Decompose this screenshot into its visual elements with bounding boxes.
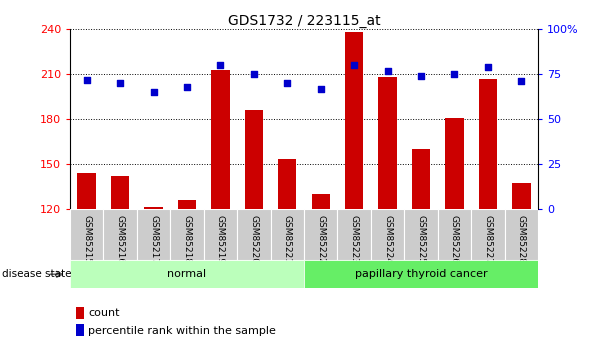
Bar — [170, 209, 204, 260]
Text: GSM85225: GSM85225 — [416, 215, 426, 264]
Bar — [144, 207, 163, 209]
Point — [416, 73, 426, 79]
Text: GSM85223: GSM85223 — [350, 215, 359, 264]
Point — [115, 80, 125, 86]
Bar — [137, 209, 170, 260]
Bar — [512, 183, 531, 209]
Bar — [244, 110, 263, 209]
Text: percentile rank within the sample: percentile rank within the sample — [88, 326, 276, 335]
Bar — [76, 324, 83, 336]
Text: GSM85222: GSM85222 — [316, 215, 325, 264]
Bar — [378, 77, 397, 209]
Text: disease state: disease state — [2, 269, 71, 279]
Bar — [404, 209, 438, 260]
Bar — [438, 209, 471, 260]
Bar — [237, 209, 271, 260]
Point — [148, 89, 158, 95]
Text: GSM85220: GSM85220 — [249, 215, 258, 264]
Bar — [505, 209, 538, 260]
Bar — [76, 307, 83, 319]
Point — [249, 71, 259, 77]
Bar — [311, 194, 330, 209]
Bar — [204, 209, 237, 260]
Point — [517, 79, 527, 84]
Point — [81, 77, 91, 82]
Text: GSM85227: GSM85227 — [483, 215, 492, 264]
Point — [282, 80, 292, 86]
Bar — [278, 159, 297, 209]
Bar — [70, 260, 304, 288]
Bar — [345, 32, 364, 209]
Bar — [77, 173, 96, 209]
Text: GSM85215: GSM85215 — [82, 215, 91, 264]
Bar — [371, 209, 404, 260]
Point — [349, 62, 359, 68]
Point — [449, 71, 460, 77]
Point — [215, 62, 225, 68]
Text: GSM85218: GSM85218 — [182, 215, 192, 264]
Bar — [445, 118, 464, 209]
Text: GSM85226: GSM85226 — [450, 215, 459, 264]
Text: papillary thyroid cancer: papillary thyroid cancer — [354, 269, 488, 279]
Text: GSM85216: GSM85216 — [116, 215, 125, 264]
Bar — [478, 79, 497, 209]
Text: GSM85224: GSM85224 — [383, 215, 392, 264]
Text: GSM85219: GSM85219 — [216, 215, 225, 264]
Bar — [337, 209, 371, 260]
Bar — [178, 200, 196, 209]
Point — [182, 84, 192, 89]
Bar — [271, 209, 304, 260]
Bar — [211, 70, 230, 209]
Text: GSM85228: GSM85228 — [517, 215, 526, 264]
Text: count: count — [88, 308, 120, 318]
Text: normal: normal — [167, 269, 207, 279]
Bar — [304, 209, 337, 260]
Point — [316, 86, 326, 91]
Title: GDS1732 / 223115_at: GDS1732 / 223115_at — [227, 14, 381, 28]
Point — [483, 64, 493, 70]
Bar — [70, 209, 103, 260]
Bar — [412, 149, 430, 209]
Text: GSM85221: GSM85221 — [283, 215, 292, 264]
Text: GSM85217: GSM85217 — [149, 215, 158, 264]
Bar — [111, 176, 130, 209]
Bar — [304, 260, 538, 288]
Bar — [103, 209, 137, 260]
Point — [383, 68, 393, 73]
Bar — [471, 209, 505, 260]
